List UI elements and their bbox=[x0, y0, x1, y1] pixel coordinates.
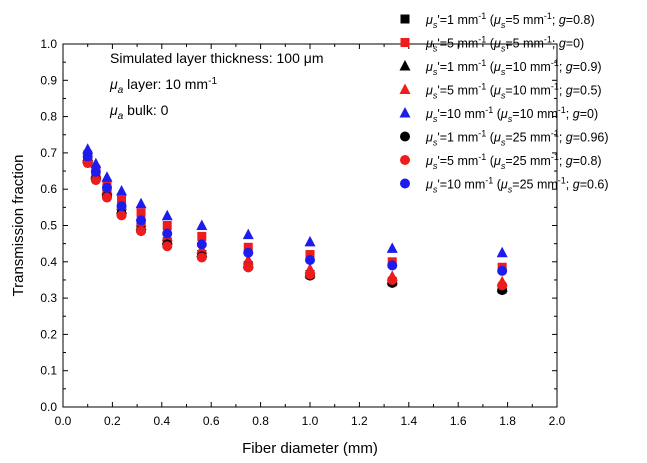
series-2 bbox=[83, 150, 507, 272]
legend-entry: μs'=10 mm-1 (μs=25 mm-1; g=0.6) bbox=[425, 176, 609, 195]
data-point bbox=[162, 221, 172, 230]
data-point bbox=[101, 171, 113, 182]
x-tick-label: 0.6 bbox=[203, 414, 220, 428]
y-tick-label: 0.8 bbox=[40, 110, 57, 124]
series-7 bbox=[82, 158, 508, 291]
data-point bbox=[162, 228, 173, 239]
legend-entry: μs'=10 mm-1 (μs=10 mm-1; g=0) bbox=[425, 105, 598, 124]
data-point bbox=[387, 260, 398, 271]
data-point bbox=[82, 151, 93, 162]
data-points bbox=[82, 143, 508, 296]
x-tick-label: 1.4 bbox=[400, 414, 417, 428]
data-point bbox=[196, 239, 207, 250]
data-point bbox=[136, 208, 146, 218]
y-tick-label: 1.0 bbox=[40, 37, 57, 51]
legend-entry: μs'=1 mm-1 (μs=5 mm-1; g=0.8) bbox=[425, 11, 595, 30]
data-point bbox=[101, 182, 112, 193]
data-point bbox=[101, 192, 112, 203]
y-tick-label: 0.6 bbox=[40, 182, 57, 196]
x-tick-label: 0.4 bbox=[153, 414, 170, 428]
data-point bbox=[82, 143, 94, 154]
data-point bbox=[162, 241, 173, 252]
data-point bbox=[161, 209, 173, 221]
y-tick-label: 0.7 bbox=[40, 146, 57, 160]
data-point bbox=[196, 219, 208, 230]
data-point bbox=[90, 166, 101, 177]
x-tick-label: 0.0 bbox=[55, 414, 72, 428]
x-tick-label: 0.2 bbox=[104, 414, 121, 428]
data-point bbox=[116, 201, 127, 212]
legend-marker bbox=[400, 131, 410, 142]
legend-entry: μs'=1 mm-1 (μs=25 mm-1; g=0.96) bbox=[425, 129, 609, 148]
data-point bbox=[136, 215, 147, 226]
legend-marker bbox=[399, 60, 411, 71]
y-tick-label: 0.5 bbox=[40, 219, 57, 233]
data-point bbox=[242, 228, 254, 240]
legend-entry: μs'=5 mm-1 (μs=25 mm-1; g=0.8) bbox=[425, 152, 602, 171]
annotation-mua-bulk: μa bulk: 0 bbox=[109, 102, 169, 122]
legend-marker bbox=[400, 38, 410, 47]
legend-entry: μs'=5 mm-1 (μs=10 mm-1; g=0.5) bbox=[425, 82, 602, 101]
annotation-mua-layer: μa layer: 10 mm-1 bbox=[109, 76, 217, 96]
series-8 bbox=[82, 151, 508, 276]
data-point bbox=[243, 242, 253, 252]
legend-marker bbox=[400, 155, 410, 165]
data-point bbox=[116, 210, 127, 221]
data-point bbox=[496, 246, 508, 258]
y-tick-label: 0.1 bbox=[40, 364, 57, 378]
y-axis-title: Transmission fraction bbox=[10, 155, 27, 297]
legend-marker bbox=[400, 14, 410, 24]
annotation-thickness: Simulated layer thickness: 100 μm bbox=[110, 50, 324, 66]
legend-marker bbox=[400, 178, 410, 189]
x-tick-label: 1.8 bbox=[499, 414, 516, 428]
x-tick-label: 1.6 bbox=[450, 414, 467, 428]
x-tick-label: 2.0 bbox=[549, 414, 566, 428]
data-point bbox=[196, 252, 207, 263]
data-point bbox=[242, 253, 254, 265]
annotations: Simulated layer thickness: 100 μm μa laye… bbox=[109, 50, 324, 122]
x-tick-label: 1.0 bbox=[302, 414, 319, 428]
series-4 bbox=[82, 150, 508, 287]
legend-entry: μs'=5 mm-1 (μs=5 mm-1; g=0) bbox=[425, 35, 584, 54]
data-point bbox=[386, 242, 398, 253]
x-tick-label: 1.2 bbox=[351, 414, 368, 428]
y-tick-label: 0.2 bbox=[40, 327, 57, 341]
data-point bbox=[197, 231, 207, 241]
data-point bbox=[305, 250, 315, 260]
data-point bbox=[90, 157, 102, 169]
data-point bbox=[243, 262, 254, 273]
legend-marker bbox=[399, 107, 411, 118]
y-tick-label: 0.9 bbox=[40, 73, 57, 87]
y-tick-label: 0.4 bbox=[40, 255, 57, 269]
series-5 bbox=[82, 143, 508, 258]
legend-entry: μs'=1 mm-1 (μs=10 mm-1; g=0.9) bbox=[425, 58, 602, 77]
data-point bbox=[387, 274, 398, 285]
data-point bbox=[304, 235, 316, 247]
y-tick-label: 0.3 bbox=[40, 291, 57, 305]
data-point bbox=[136, 225, 147, 236]
legend-marker bbox=[399, 83, 411, 94]
series-3 bbox=[82, 152, 508, 292]
data-point bbox=[497, 265, 508, 276]
data-point bbox=[243, 247, 254, 258]
y-tick-label: 0.0 bbox=[40, 400, 57, 414]
data-point bbox=[305, 254, 315, 265]
legend: μs'=1 mm-1 (μs=5 mm-1; g=0.8) μs'=5 mm-1 … bbox=[399, 11, 609, 195]
series-1 bbox=[83, 153, 507, 294]
x-axis-title: Fiber diameter (mm) bbox=[242, 440, 378, 457]
x-tick-label: 0.8 bbox=[252, 414, 269, 428]
data-point bbox=[305, 269, 315, 280]
data-point bbox=[90, 175, 101, 186]
data-point bbox=[116, 185, 128, 196]
tick-labels: 0.0 0.2 0.4 0.6 0.8 1.0 1.2 1.4 1.6 1.8 2.0 0.0 0.1 0… bbox=[40, 37, 565, 428]
data-point bbox=[135, 197, 147, 209]
data-point bbox=[497, 280, 508, 291]
ticks bbox=[62, 43, 558, 408]
